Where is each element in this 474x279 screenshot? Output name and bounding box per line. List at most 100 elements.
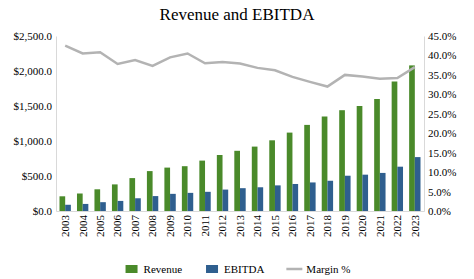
bar: [170, 194, 176, 211]
x-tick-label: 2005: [94, 215, 106, 238]
x-tick: 2015: [269, 211, 281, 237]
x-tick-label: 2022: [391, 215, 403, 237]
x-tick-label: 2019: [339, 215, 351, 238]
y-tick: $1,500.0: [14, 100, 57, 112]
x-tick: 2013: [234, 211, 246, 237]
x-tick-label: 2016: [286, 215, 298, 238]
bar: [112, 184, 118, 211]
y2-tick: 15.0%: [424, 147, 456, 159]
legend-swatch: [126, 265, 138, 273]
bar: [310, 182, 316, 211]
bar: [322, 117, 328, 212]
bar: [135, 198, 141, 211]
x-tick: 2018: [321, 211, 333, 237]
y-tick-label: $2,500.0: [14, 30, 53, 42]
line: [65, 46, 415, 87]
y-tick: $0.0: [33, 205, 56, 217]
bar: [153, 196, 159, 211]
x-tick-label: 2018: [321, 215, 333, 238]
legend-swatch: [206, 265, 218, 273]
y2-axis-line: [424, 37, 425, 212]
x-tick: 2004: [77, 211, 89, 237]
x-axis: 2003200420052006200720082009201020112012…: [57, 211, 425, 237]
bar: [164, 168, 170, 211]
y2-tick-label: 5.0%: [428, 186, 451, 198]
bar: [65, 205, 71, 211]
bar: [275, 185, 281, 211]
y-tick: $1,000.0: [14, 135, 57, 147]
x-tick: 2008: [146, 211, 158, 237]
legend-swatch: [286, 268, 302, 271]
legend: Revenue EBITDA Margin %: [126, 263, 351, 275]
bar: [182, 166, 188, 211]
bar: [234, 151, 240, 211]
x-tick: 2014: [251, 211, 263, 237]
bar: [59, 196, 65, 211]
bar: [217, 155, 223, 211]
x-tick: 2019: [339, 211, 351, 237]
y2-tick-label: 45.0%: [428, 30, 456, 42]
x-tick-label: 2020: [356, 215, 368, 238]
bar: [292, 184, 298, 211]
x-tick: 2016: [286, 211, 298, 237]
x-tick: 2017: [304, 211, 316, 237]
y2-tick: 20.0%: [424, 127, 456, 139]
bar: [374, 99, 380, 211]
x-tick-label: 2006: [111, 215, 123, 238]
x-tick-label: 2013: [234, 215, 246, 238]
y2-tick: 5.0%: [424, 186, 451, 198]
bar: [100, 202, 106, 211]
y-tick-label: $500.0: [22, 170, 53, 182]
y2-tick: 10.0%: [424, 166, 456, 178]
y2-tick: 45.0%: [424, 30, 456, 42]
y-axis: $0.0$500.0$1,000.0$1,500.0$2,000.0$2,500…: [14, 30, 57, 217]
bar: [327, 181, 333, 211]
bar: [380, 173, 386, 211]
x-tick: 2003: [59, 211, 71, 237]
bar: [188, 193, 194, 211]
plot: $0.0$500.0$1,000.0$1,500.0$2,000.0$2,500…: [14, 30, 457, 237]
bar: [415, 157, 421, 211]
bar: [392, 82, 398, 212]
x-axis-line: [57, 211, 425, 212]
bar: [77, 194, 83, 212]
y-axis-line: [56, 37, 57, 212]
bar-series: [59, 65, 414, 211]
x-tick: 2006: [111, 211, 123, 237]
legend-item: Margin %: [286, 263, 350, 275]
x-tick-label: 2004: [77, 215, 89, 238]
bar: [409, 65, 415, 211]
bar: [287, 133, 293, 211]
x-tick: 2023: [409, 211, 421, 237]
x-tick-label: 2023: [409, 215, 421, 238]
bar: [357, 106, 363, 211]
x-tick-label: 2009: [164, 215, 176, 238]
x-tick-label: 2007: [129, 215, 141, 238]
legend-item: Revenue: [126, 263, 183, 275]
bar: [252, 147, 258, 211]
y2-tick: 30.0%: [424, 88, 456, 100]
bar-series: [65, 157, 420, 211]
title: Revenue and EBITDA: [160, 5, 316, 24]
y2-tick: 40.0%: [424, 49, 456, 61]
y2-tick: 35.0%: [424, 69, 456, 81]
bar: [304, 125, 310, 211]
x-tick-label: 2008: [146, 215, 158, 238]
x-tick-label: 2015: [269, 215, 281, 238]
y-tick-label: $1,500.0: [14, 100, 53, 112]
bar: [345, 176, 351, 211]
bar: [397, 167, 403, 211]
bar: [205, 192, 211, 211]
x-tick-label: 2014: [251, 215, 263, 238]
y-tick: $2,500.0: [14, 30, 57, 42]
x-tick-label: 2012: [216, 215, 228, 237]
bar: [118, 201, 124, 211]
bar: [94, 189, 100, 211]
bar: [129, 178, 135, 211]
legend-label: Margin %: [306, 263, 350, 275]
x-tick-label: 2003: [59, 215, 71, 238]
x-tick: 2011: [199, 211, 211, 237]
legend-label: Revenue: [144, 263, 183, 275]
y-tick: $500.0: [22, 170, 56, 182]
legend-label: EBITDA: [224, 263, 264, 275]
